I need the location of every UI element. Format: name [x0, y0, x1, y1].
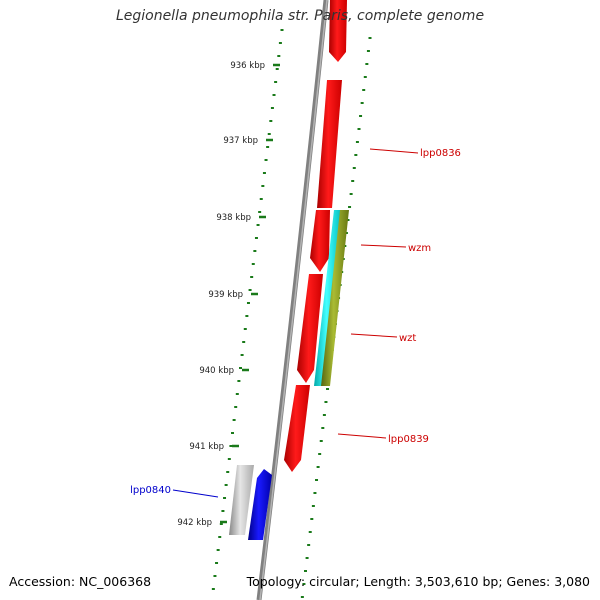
scale-label: 940 kbp [199, 366, 234, 376]
gene-lpp0836 [317, 80, 342, 208]
scale-axis: 936 kbp 937 kbp 938 kbp 939 kbp 940 kbp 941 k… [177, 61, 280, 528]
gene-lpp0839 [284, 385, 310, 472]
gene-label-lpp0840: lpp0840 [130, 485, 171, 496]
scale-label: 937 kbp [223, 136, 258, 146]
callout-line [337, 433, 387, 439]
gene-label-wzm: wzm [408, 243, 431, 254]
scale-label: 936 kbp [230, 61, 265, 71]
genome-backbone [256, 0, 329, 600]
scale-label: 938 kbp [216, 213, 251, 223]
gene-wzt [297, 274, 323, 383]
gene-label-wzt: wzt [399, 333, 416, 344]
gene-grey [229, 465, 254, 535]
scale-label: 942 kbp [177, 518, 212, 528]
gene-lpp0835 [329, 0, 347, 62]
callout-line [350, 333, 398, 338]
accession-label: Accession: NC_006368 [9, 574, 152, 589]
feature-olive [321, 210, 349, 386]
map-title: Legionella pneumophila str. Paris, compl… [115, 8, 485, 24]
feature-cyan [314, 210, 342, 386]
gene-wzm [310, 210, 330, 272]
gene-lpp0840 [248, 469, 272, 540]
gene-label-lpp0836: lpp0836 [420, 148, 461, 159]
scale-label: 939 kbp [208, 290, 243, 300]
callout-line [172, 489, 219, 498]
gene-label-lpp0839: lpp0839 [388, 434, 429, 445]
genome-backbone-highlight [259, 0, 328, 600]
callout-line [360, 244, 407, 248]
callout-line [369, 148, 419, 154]
scale-label: 941 kbp [189, 442, 224, 452]
gene-callouts: lpp0836 wzm wzt lpp0839 lpp0840 [130, 148, 461, 498]
genome-summary: Topology: circular; Length: 3,503,610 bp… [246, 574, 590, 589]
